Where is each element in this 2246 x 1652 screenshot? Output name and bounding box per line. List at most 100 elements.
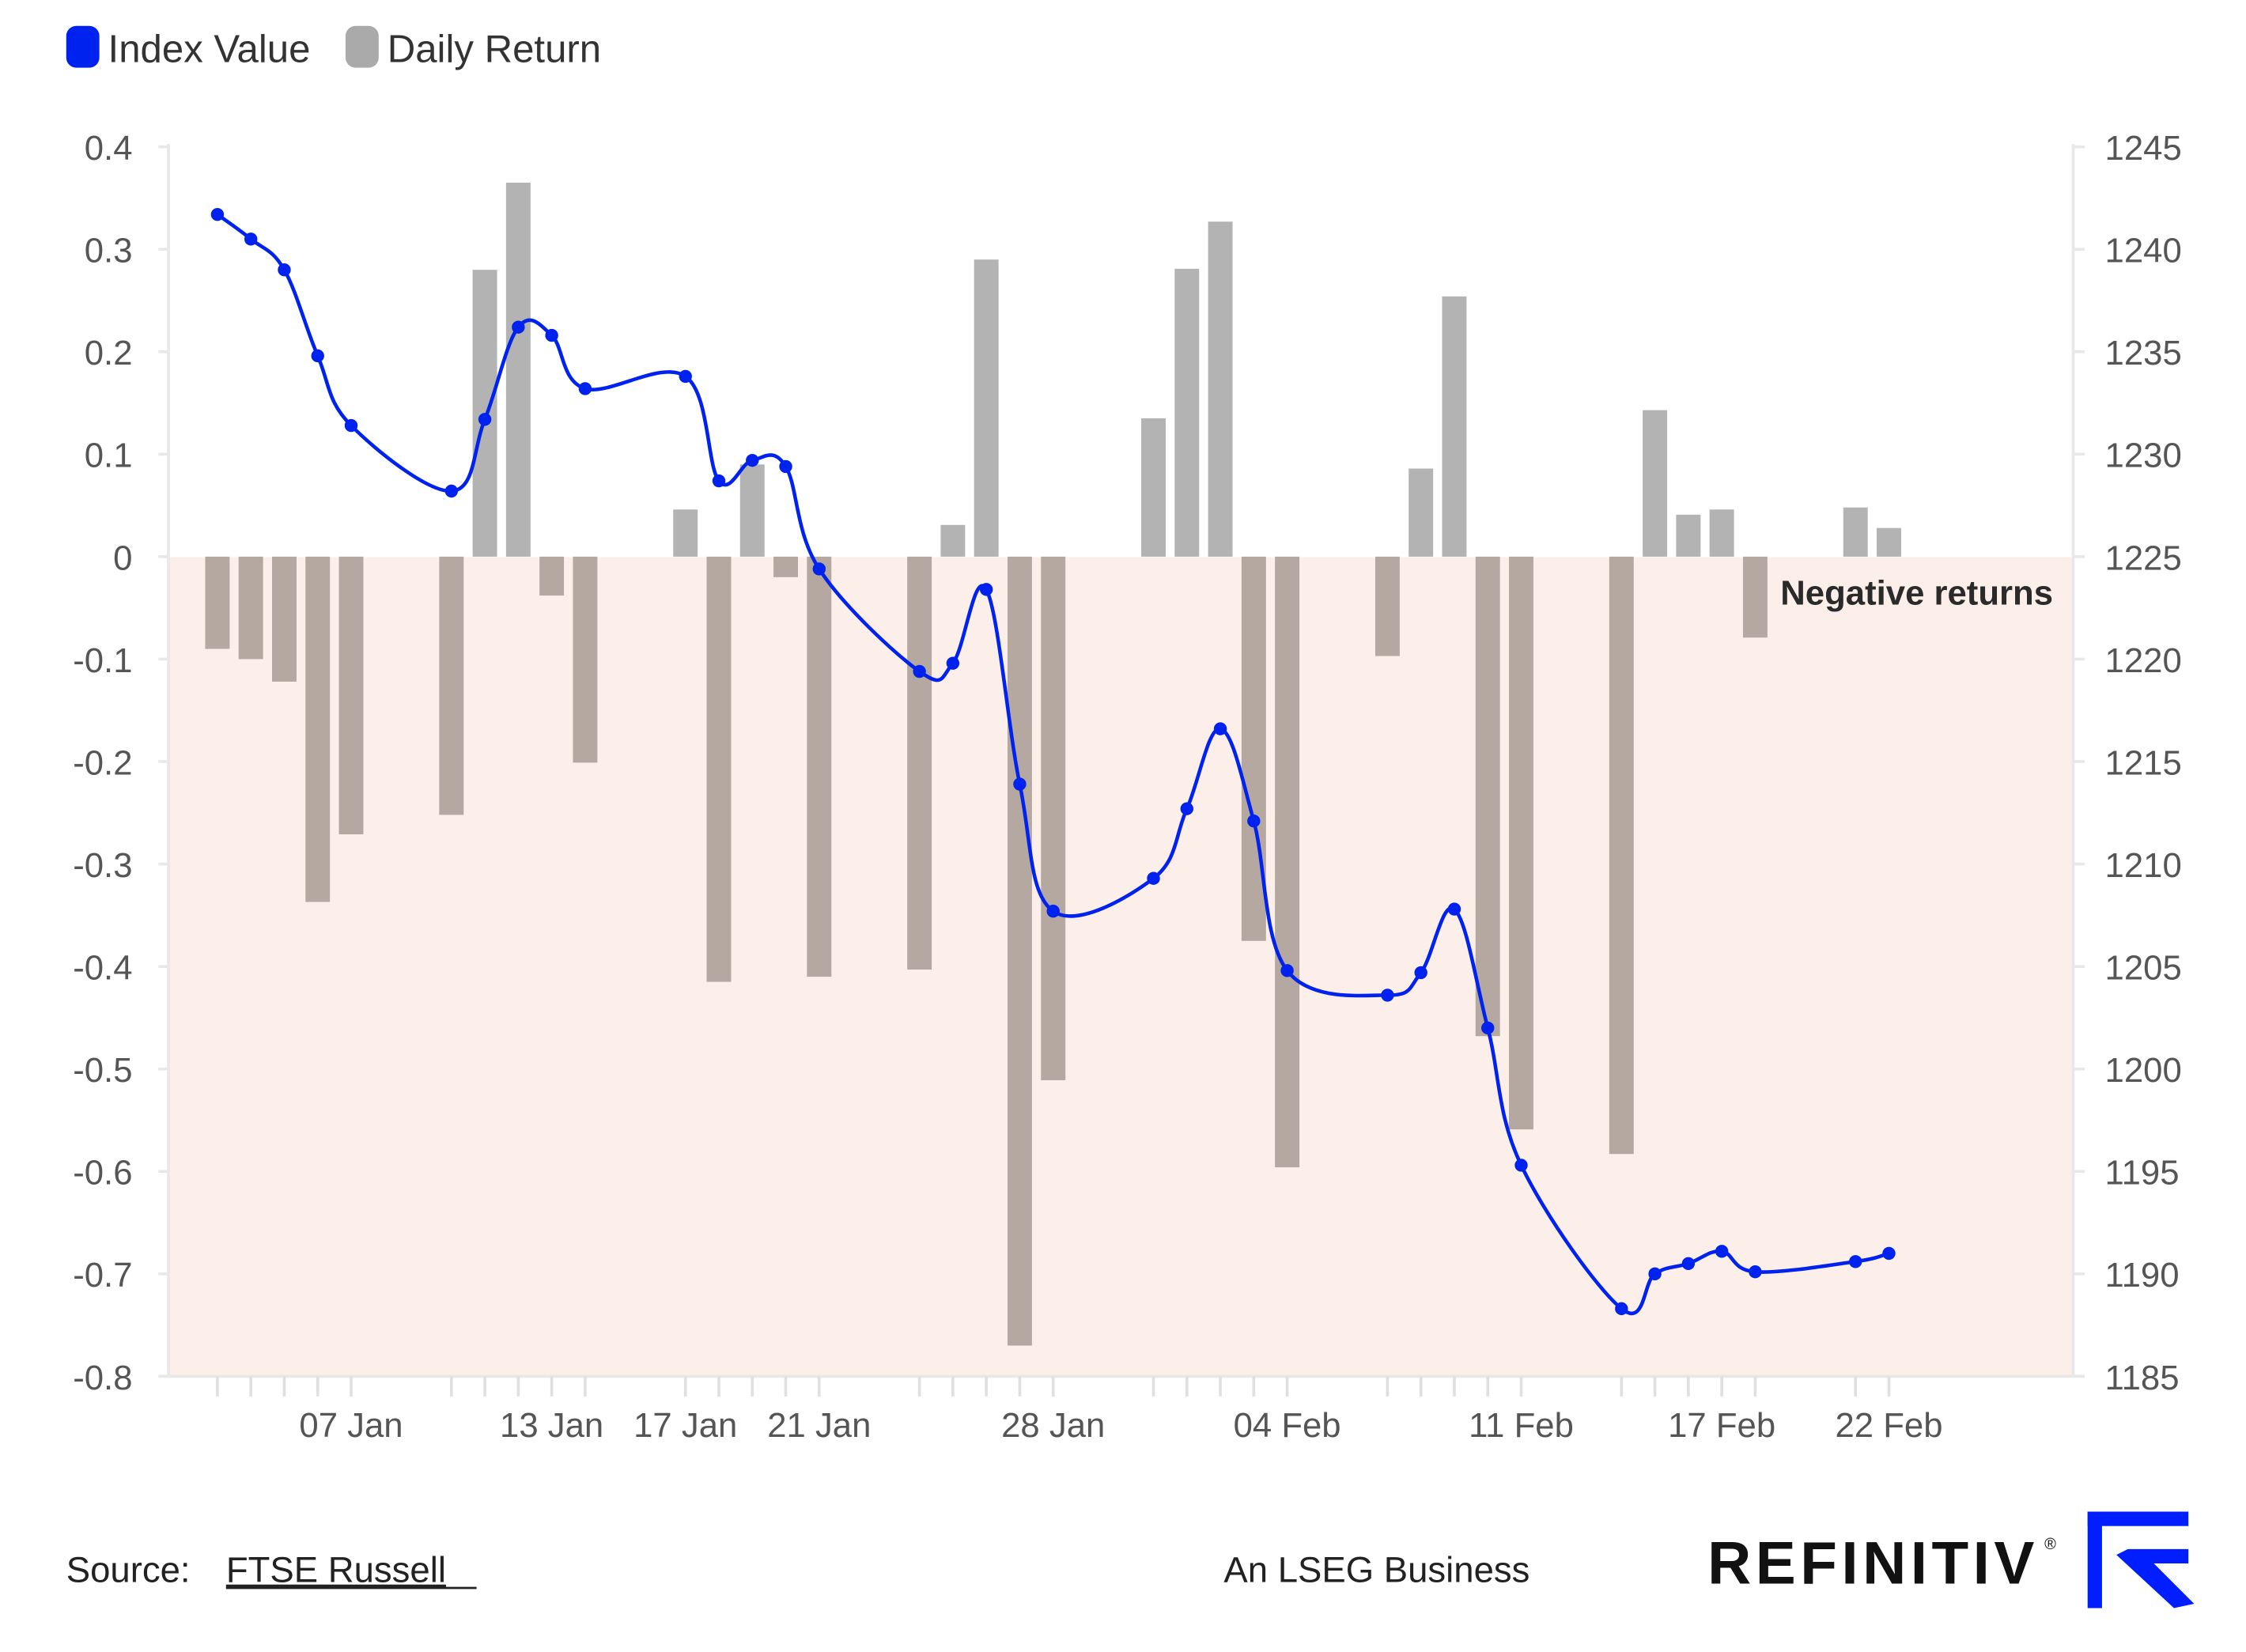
index-point: [1247, 814, 1261, 828]
index-point: [1681, 1257, 1696, 1271]
index-value-line: [216, 213, 1890, 1316]
index-point: [946, 656, 960, 670]
return-bar: [1509, 556, 1533, 1130]
index-point: [979, 583, 993, 596]
left-tick-label: -0.1: [73, 641, 132, 680]
legend-label-return: Daily Return: [388, 28, 601, 70]
right-tick-label: 1230: [2105, 437, 2182, 475]
return-bar: [773, 556, 799, 577]
index-point: [746, 453, 759, 467]
left-y-axis: 0.4 0.3 0.2 0.1 0 -0.1 -0.2 -0.3 -0.4 -0.5 -0.6 -0.…: [73, 129, 169, 1397]
index-point: [1882, 1246, 1896, 1261]
legend-swatch-index: [66, 25, 100, 68]
index-value-points: [210, 208, 1896, 1316]
return-bar: [1007, 556, 1032, 1346]
return-bar: [1843, 507, 1868, 557]
x-tick-label: 04 Feb: [1234, 1406, 1341, 1445]
return-bar: [505, 183, 531, 557]
index-point: [812, 562, 826, 576]
index-point: [1715, 1245, 1729, 1258]
return-bar: [1174, 268, 1200, 557]
negative-returns-zone: [168, 557, 2074, 1377]
x-tick-label: 17 Jan: [633, 1406, 737, 1445]
left-tick-label: -0.6: [73, 1154, 132, 1193]
left-tick-label: 0.2: [85, 334, 133, 372]
return-bar: [907, 556, 932, 970]
return-bar: [1442, 296, 1467, 557]
right-tick-label: 1245: [2105, 129, 2182, 168]
footer: Source: FTSE Russell An LSEG Business RE…: [66, 1511, 2195, 1609]
right-tick-label: 1215: [2105, 743, 2182, 782]
return-bar: [807, 556, 832, 977]
return-bar: [706, 556, 732, 982]
index-point: [1615, 1302, 1628, 1316]
return-bar: [439, 556, 464, 815]
index-point: [1147, 871, 1160, 885]
index-point: [1849, 1255, 1862, 1268]
index-point: [1180, 802, 1193, 815]
legend: Index Value Daily Return: [66, 25, 601, 70]
return-bar: [1141, 418, 1166, 557]
right-tick-label: 1190: [2105, 1256, 2180, 1295]
index-point: [1447, 902, 1461, 916]
index-point: [679, 369, 692, 384]
return-bar: [739, 464, 765, 557]
return-bar: [1709, 509, 1734, 557]
return-bar: [539, 556, 565, 596]
return-bar: [1041, 556, 1066, 1080]
right-tick-label: 1235: [2105, 334, 2182, 372]
right-tick-label: 1225: [2105, 539, 2182, 577]
index-point: [1414, 966, 1427, 980]
index-point: [344, 418, 358, 433]
index-point: [311, 349, 324, 363]
x-tick-label: 07 Jan: [299, 1406, 403, 1445]
return-bar: [305, 556, 331, 902]
left-tick-label: 0: [113, 539, 132, 577]
index-point: [1381, 989, 1394, 1002]
return-bar: [1676, 514, 1701, 557]
left-tick-label: -0.3: [73, 846, 132, 885]
left-tick-label: -0.8: [73, 1359, 132, 1397]
index-point: [913, 664, 926, 679]
index-point: [545, 328, 558, 342]
return-bar: [238, 556, 263, 660]
index-point: [244, 232, 258, 246]
return-bar: [1475, 556, 1500, 1037]
left-tick-label: 0.1: [85, 437, 133, 475]
index-point: [1481, 1021, 1495, 1035]
right-tick-label: 1220: [2105, 641, 2182, 680]
return-bar: [1208, 221, 1233, 557]
return-bar: [940, 524, 966, 557]
x-tick-label: 22 Feb: [1835, 1406, 1942, 1445]
index-point: [1280, 964, 1294, 977]
left-tick-label: -0.4: [73, 949, 132, 988]
left-tick-label: -0.2: [73, 743, 132, 782]
refinitiv-wordmark: REFINITIV: [1707, 1530, 2039, 1597]
index-point: [478, 413, 492, 426]
index-point: [1013, 777, 1027, 791]
lseg-tagline: An LSEG Business: [1223, 1550, 1529, 1590]
index-point: [712, 474, 726, 488]
return-bar: [1877, 527, 1901, 557]
source-label: Source:: [66, 1550, 191, 1590]
right-tick-label: 1195: [2105, 1154, 2180, 1193]
right-tick-label: 1200: [2105, 1051, 2182, 1090]
index-point: [1749, 1265, 1762, 1279]
index-point: [578, 382, 592, 395]
left-tick-label: 0.3: [85, 232, 133, 270]
index-point: [278, 263, 291, 277]
x-tick-label: 13 Jan: [500, 1406, 603, 1445]
return-bar: [974, 259, 999, 557]
x-tick-label: 11 Feb: [1469, 1406, 1574, 1445]
right-y-axis: 1245 1240 1235 1230 1225 1220 1215 1210 1205 1200…: [2073, 129, 2182, 1397]
return-bar: [573, 556, 598, 763]
index-point: [779, 459, 792, 474]
source-link[interactable]: FTSE Russell: [226, 1550, 446, 1590]
x-tick-label: 28 Jan: [1001, 1406, 1105, 1445]
daily-return-bars: [205, 183, 1901, 1346]
return-bar: [1408, 468, 1434, 557]
index-point: [1046, 904, 1060, 918]
x-tick-label: 21 Jan: [767, 1406, 871, 1445]
negative-returns-annotation: Negative returns: [1780, 574, 2053, 613]
